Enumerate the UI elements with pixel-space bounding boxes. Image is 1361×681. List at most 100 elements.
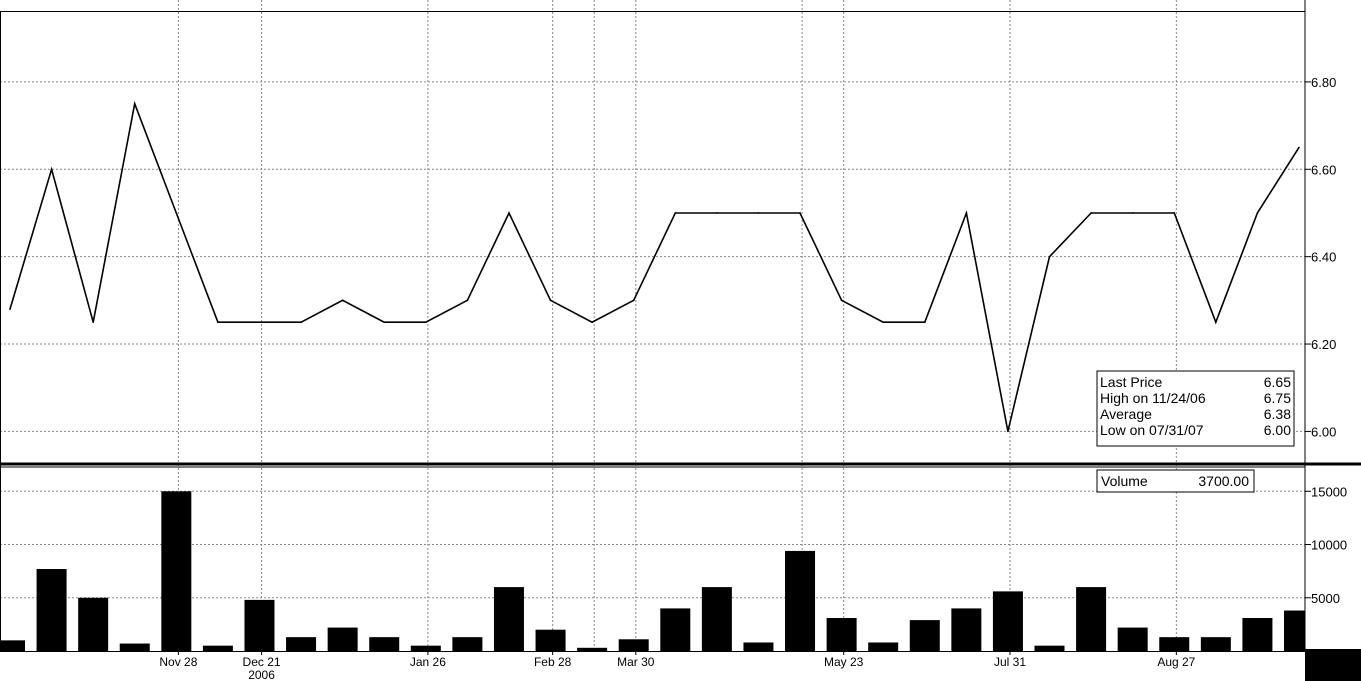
price-point — [217, 321, 219, 323]
price-point — [508, 212, 510, 214]
info-value-average: 6.38 — [1264, 406, 1291, 422]
price-point — [1048, 255, 1051, 258]
price-point — [92, 321, 94, 323]
volume-bar — [36, 569, 67, 651]
volume-bar — [992, 591, 1023, 651]
price-point — [1215, 321, 1217, 323]
info-label-last-price: Last Price — [1100, 374, 1162, 390]
volume-bar — [826, 617, 857, 651]
volume-bar — [410, 645, 441, 651]
price-tick-label: 6.00 — [1311, 424, 1336, 439]
info-label-high: High on 11/24/06 — [1100, 390, 1206, 406]
price-point — [1131, 212, 1134, 214]
volume-bar — [244, 599, 275, 651]
price-point — [840, 299, 843, 302]
volume-bar — [577, 647, 608, 651]
price-series-line — [9, 100, 1300, 432]
volume-tick-label: 15000 — [1311, 484, 1347, 499]
info-value-last-price: 6.65 — [1264, 374, 1291, 390]
price-point — [1007, 430, 1009, 433]
volume-bar — [951, 608, 982, 651]
price-point — [674, 212, 677, 214]
volume-axis: 15000 10000 5000 — [1305, 484, 1347, 606]
price-point — [757, 212, 760, 214]
volume-tick-label: 5000 — [1311, 591, 1340, 606]
price-point — [1173, 212, 1176, 214]
volume-bar — [1159, 637, 1190, 651]
info-value-high: 6.75 — [1264, 390, 1291, 406]
price-point — [341, 299, 344, 302]
volume-bar — [0, 640, 25, 651]
info-value-low: 6.00 — [1264, 422, 1291, 438]
volume-bar — [369, 637, 400, 651]
volume-bar — [286, 637, 317, 651]
price-point — [466, 299, 469, 302]
price-point — [1256, 212, 1259, 214]
date-tick-label: Aug 27 — [1157, 655, 1195, 669]
volume-bar — [868, 642, 899, 651]
price-point — [1298, 146, 1300, 149]
year-label: 2006 — [248, 668, 275, 681]
price-tick-label: 6.60 — [1311, 162, 1336, 177]
volume-bar — [1076, 587, 1107, 651]
volume-bar — [785, 550, 816, 651]
price-point — [549, 299, 552, 302]
volume-bar — [78, 597, 109, 651]
volume-bar — [909, 620, 940, 651]
price-tick-label: 6.80 — [1311, 75, 1336, 90]
date-axis: Nov 28 Dec 21 Jan 26 Feb 28 Mar 30 May 23 Jul … — [159, 651, 1196, 681]
date-tick-label: Feb 28 — [534, 655, 572, 669]
price-point — [965, 212, 968, 214]
price-point — [9, 308, 11, 310]
volume-bar — [1034, 645, 1065, 651]
volume-label: Volume — [1101, 473, 1148, 489]
volume-value: 3700.00 — [1198, 473, 1249, 489]
price-point — [175, 212, 178, 214]
volume-bar — [1284, 610, 1305, 651]
price-point — [923, 321, 926, 323]
price-point — [383, 321, 386, 323]
volume-bar — [1242, 617, 1273, 651]
date-tick-label: May 23 — [824, 655, 864, 669]
corner-block — [1305, 649, 1361, 681]
volume-bar — [119, 643, 150, 651]
price-point — [1090, 212, 1092, 214]
price-point — [716, 212, 718, 214]
volume-bar — [535, 629, 566, 651]
date-tick-label: Mar 30 — [617, 655, 655, 669]
volume-bar — [493, 587, 524, 651]
volume-bar — [452, 637, 483, 651]
volume-bar — [161, 491, 192, 651]
price-points — [9, 102, 1300, 433]
volume-bar — [1200, 637, 1231, 651]
price-tick-label: 6.40 — [1311, 250, 1336, 265]
grid-lines — [0, 0, 1305, 651]
price-point — [632, 299, 635, 302]
info-label-average: Average — [1100, 406, 1152, 422]
price-point — [591, 321, 593, 323]
price-info-box: Last Price 6.65 High on 11/24/06 6.75 Av… — [1096, 370, 1295, 447]
volume-bar — [202, 645, 233, 651]
volume-tick-label: 10000 — [1311, 538, 1347, 553]
volume-bars — [0, 491, 1305, 651]
date-tick-label: Jan 26 — [410, 655, 446, 669]
price-tick-label: 6.20 — [1311, 337, 1336, 352]
date-tick-label: Dec 21 — [243, 655, 281, 669]
price-point — [799, 212, 801, 214]
date-tick-label: Jul 31 — [994, 655, 1026, 669]
volume-bar — [660, 608, 691, 651]
price-point — [133, 102, 136, 105]
volume-bar — [743, 642, 774, 651]
volume-info-box: Volume 3700.00 — [1096, 469, 1255, 493]
price-point — [50, 168, 53, 171]
price-point — [300, 321, 302, 323]
price-point — [258, 321, 261, 323]
volume-bar — [1117, 627, 1148, 651]
volume-bar — [701, 587, 732, 651]
price-axis: 6.80 6.60 6.40 6.20 6.00 — [1305, 75, 1336, 439]
info-label-low: Low on 07/31/07 — [1100, 422, 1204, 438]
price-point — [425, 321, 427, 323]
